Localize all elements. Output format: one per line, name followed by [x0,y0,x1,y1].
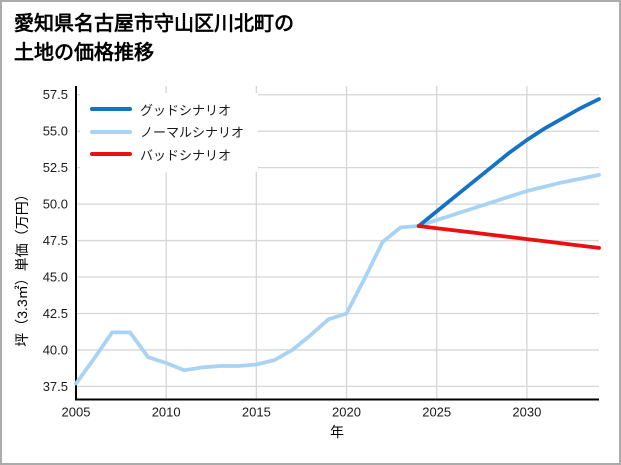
x-tick-label: 2020 [332,405,361,420]
normal-scenario-line-swatch [90,129,132,134]
y-tick-label: 37.5 [43,379,68,394]
y-tick-label: 57.5 [43,87,68,102]
y-tick-label: 50.0 [43,197,68,212]
legend: グッドシナリオ ノーマルシナリオ バッドシナリオ [80,93,259,172]
legend-item-normal: ノーマルシナリオ [90,121,244,144]
x-axis-label: 年 [330,424,344,440]
legend-item-bad: バッドシナリオ [90,143,244,166]
y-tick-label: 45.0 [43,270,68,285]
chart-title: 愛知県名古屋市守山区川北町の 土地の価格推移 [14,13,294,64]
legend-label-normal: ノーマルシナリオ [140,125,245,141]
y-tick-label: 40.0 [43,342,68,357]
x-tick-label: 2025 [422,405,451,420]
y-tick-label: 52.5 [43,160,68,175]
y-tick-label: 47.5 [43,233,68,248]
x-tick-label: 2015 [242,405,271,420]
x-tick-label: 2005 [62,405,91,420]
legend-label-good: グッドシナリオ [140,102,232,118]
legend-item-good: グッドシナリオ [90,98,244,121]
legend-label-bad: バッドシナリオ [140,147,232,163]
x-tick-label: 2010 [152,405,181,420]
bad-scenario-line [416,224,601,250]
y-tick-label: 55.0 [43,124,68,139]
good-scenario-line-swatch [90,107,132,112]
good-scenario-line [416,97,601,228]
x-tick-label: 2030 [512,405,541,420]
normal-scenario-line [74,172,601,386]
y-tick-label: 42.5 [43,306,68,321]
bad-scenario-line-swatch [90,152,132,157]
y-axis-label: 坪（3.3㎡）単価（万円） [14,187,30,347]
